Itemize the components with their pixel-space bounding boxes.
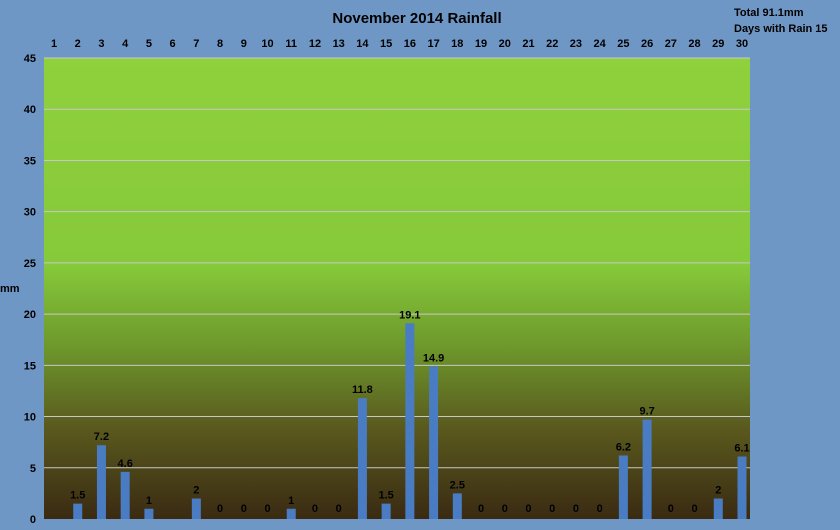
x-tick-label: 19 [475,38,487,50]
data-label: 19.1 [399,309,420,321]
x-tick-label: 10 [261,38,273,50]
x-tick-label: 6 [170,38,176,50]
data-labels: 1.5 7.2 4.6 1 2 0 0 0 1 0 0 11.8 1.5 19.1 14.9 2.5 0 0 0 0 0… [70,309,750,515]
chart-title: November 2014 Rainfall [332,10,501,27]
x-tick-label: 22 [546,38,558,50]
x-tick-label: 25 [617,38,629,50]
x-tick-label: 3 [98,38,104,50]
x-tick-label: 30 [736,38,748,50]
y-tick-label: 0 [30,514,36,526]
bar [713,498,723,519]
bar [73,503,83,519]
data-label: 7.2 [94,431,109,443]
y-tick-label: 35 [24,155,36,167]
bars [73,323,747,519]
x-tick-label: 2 [75,38,81,50]
y-tick-label: 30 [24,207,36,219]
x-tick-label: 9 [241,38,247,50]
data-label: 0 [502,503,508,515]
y-tick-label: 40 [24,104,36,116]
data-label: 0 [264,503,270,515]
data-label: 0 [573,503,579,515]
x-tick-labels: 1 2 3 4 5 6 7 8 9 10 11 12 13 14 15 16 17 18 19 20 21 22 23 24 2… [51,38,748,50]
bar [96,445,106,519]
bar [429,366,439,519]
bar [452,493,462,519]
x-tick-label: 1 [51,38,57,50]
days-with-rain: Days with Rain 15 [734,23,828,35]
y-tick-label: 15 [24,360,36,372]
data-label: 0 [597,503,603,515]
data-label: 0 [312,503,318,515]
data-label: 1.5 [378,490,393,502]
bar [286,508,296,519]
bar [405,323,415,519]
bar [381,503,391,519]
bar [357,398,367,519]
x-tick-label: 4 [122,38,129,50]
x-tick-label: 23 [570,38,582,50]
x-tick-label: 17 [427,38,439,50]
data-label: 11.8 [352,384,373,396]
x-tick-label: 15 [380,38,392,50]
plot-area [44,58,750,519]
y-axis-label: mm [0,283,20,295]
x-tick-label: 11 [285,38,297,50]
data-label: 6.2 [616,441,631,453]
bar [191,498,201,519]
y-tick-label: 25 [24,258,36,270]
x-tick-label: 8 [217,38,223,50]
data-label: 1 [146,495,152,507]
x-tick-label: 7 [193,38,199,50]
data-label: 0 [217,503,223,515]
y-tick-label: 45 [24,53,36,65]
x-tick-label: 12 [309,38,321,50]
x-tick-label: 18 [451,38,463,50]
data-label: 0 [691,503,697,515]
x-tick-label: 14 [356,38,369,50]
bar [144,508,154,519]
bar [618,455,628,519]
data-label: 2 [715,485,721,497]
x-tick-label: 27 [665,38,677,50]
y-tick-label: 20 [24,309,36,321]
y-tick-labels: 0 5 10 15 20 25 30 35 40 45 [24,53,36,526]
data-label: 0 [668,503,674,515]
data-label: 1 [288,495,294,507]
data-label: 0 [336,503,342,515]
x-tick-label: 29 [712,38,724,50]
data-label: 2.5 [450,479,465,491]
x-tick-label: 24 [594,38,607,50]
data-label: 9.7 [639,406,654,418]
x-tick-label: 5 [146,38,152,50]
gridlines [44,57,750,469]
data-label: 4.6 [118,458,133,470]
x-tick-label: 28 [688,38,700,50]
x-tick-label: 20 [499,38,511,50]
data-label: 0 [525,503,531,515]
x-tick-label: 26 [641,38,653,50]
data-label: 2 [193,485,199,497]
data-label: 14.9 [423,352,444,364]
bar [120,471,130,519]
x-tick-label: 13 [333,38,345,50]
data-label: 6.1 [734,443,749,455]
data-label: 0 [549,503,555,515]
data-label: 0 [478,503,484,515]
total-rainfall: Total 91.1mm [734,7,804,19]
bar [642,419,652,519]
data-label: 0 [241,503,247,515]
x-tick-label: 21 [522,38,534,50]
x-tick-label: 16 [404,38,416,50]
y-tick-label: 5 [30,463,36,475]
y-tick-label: 10 [24,412,36,424]
data-label: 1.5 [70,490,85,502]
bar [737,456,747,519]
